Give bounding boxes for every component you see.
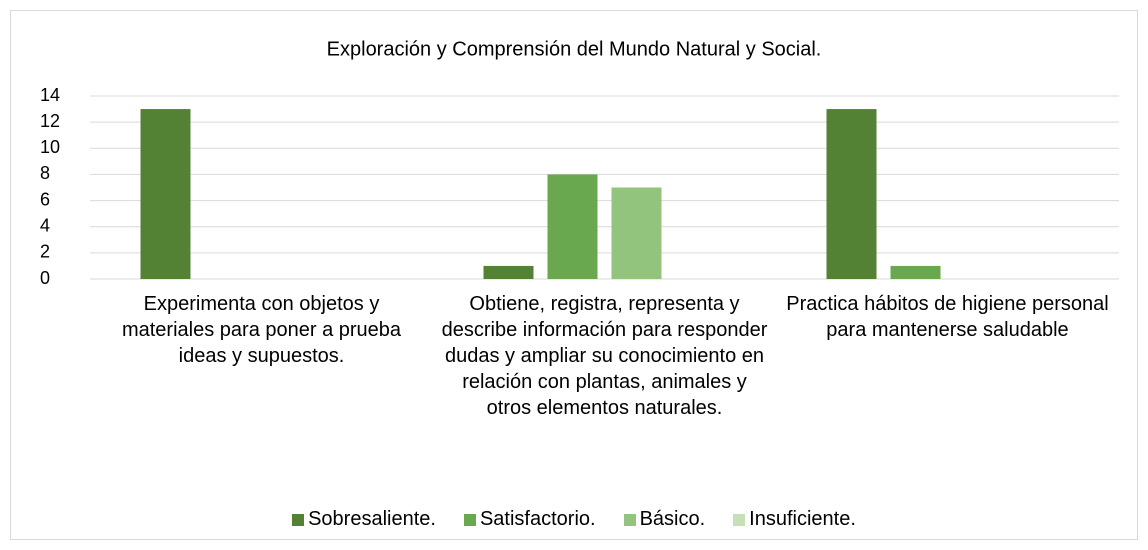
legend-item: Sobresaliente. <box>292 508 436 531</box>
bar <box>547 174 598 279</box>
chart-title: Exploración y Comprensión del Mundo Natu… <box>327 38 822 60</box>
y-tick-label: 12 <box>40 111 60 131</box>
bar <box>611 187 662 279</box>
bar <box>890 265 941 279</box>
legend-item: Satisfactorio. <box>463 508 596 531</box>
legend-label: Básico. <box>639 508 706 530</box>
legend-swatch <box>292 513 305 526</box>
bar <box>140 109 191 279</box>
y-tick-label: 10 <box>40 137 60 157</box>
y-tick-label: 2 <box>40 242 50 262</box>
legend-swatch <box>733 513 746 526</box>
y-tick-label: 14 <box>40 85 60 105</box>
chart-border <box>10 10 1138 540</box>
legend-label: Sobresaliente. <box>308 508 436 530</box>
legend-item: Básico. <box>623 508 706 531</box>
legend-item: Insuficiente. <box>733 508 856 531</box>
legend-label: Insuficiente. <box>749 508 856 530</box>
bar <box>826 109 877 279</box>
legend: Sobresaliente. Satisfactorio. Básico. Insuf… <box>0 508 1148 531</box>
y-tick-label: 0 <box>40 268 50 288</box>
x-tick-label: Practica hábitos de higiene personal par… <box>786 293 1109 341</box>
legend-swatch <box>463 513 476 526</box>
legend-label: Satisfactorio. <box>479 508 596 530</box>
x-tick-label: Obtiene, registra, representa y describe… <box>441 293 768 419</box>
y-tick-label: 4 <box>40 215 50 235</box>
x-tick-label: Experimenta con objetos y materiales par… <box>121 293 402 367</box>
y-tick-label: 8 <box>40 163 50 183</box>
legend-swatch <box>623 513 636 526</box>
y-tick-label: 6 <box>40 189 50 209</box>
bar <box>483 265 534 279</box>
